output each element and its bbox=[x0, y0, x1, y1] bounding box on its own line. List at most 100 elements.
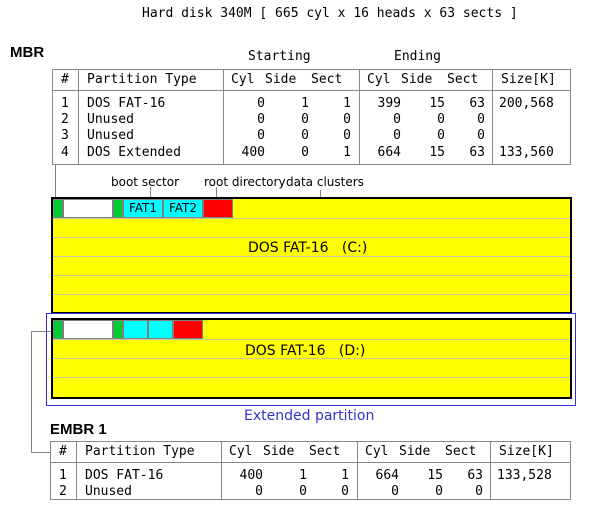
embr-row-2-cell: 0 bbox=[475, 484, 483, 500]
mbr-row-3-cell bbox=[499, 128, 567, 144]
boot-sector-block-d bbox=[113, 320, 123, 339]
embr-header-cell: Side bbox=[263, 444, 295, 459]
fat2-block-d bbox=[148, 320, 173, 339]
extended-partition-outline bbox=[46, 313, 576, 406]
embr-label: EMBR 1 bbox=[50, 421, 107, 438]
partition-d: DOS FAT-16 (D:) bbox=[51, 318, 572, 399]
embr-row-2-cell: 0 bbox=[299, 484, 307, 500]
mbr-block-c bbox=[53, 199, 63, 218]
fat1-block-d bbox=[123, 320, 148, 339]
embr-connector-bottom bbox=[31, 452, 50, 453]
mbr-row-2-cell: 0 bbox=[437, 112, 445, 128]
embr-header-cell: Size[K] bbox=[499, 444, 554, 459]
mbr-row-1-cell: 15 bbox=[429, 96, 445, 111]
mbr-row-1-cell: DOS FAT-16 bbox=[87, 96, 166, 111]
embr-table-header bbox=[51, 442, 570, 463]
mbr-row-4-cell: DOS Extended bbox=[87, 144, 181, 160]
embr-header-cell: Cyl bbox=[229, 444, 253, 459]
mbr-table-header bbox=[53, 70, 570, 91]
embr-header-cell: Side bbox=[399, 444, 431, 459]
mbr-row-2-cell: Unused bbox=[87, 112, 134, 128]
extended-partition-label: Extended partition bbox=[244, 408, 375, 424]
drive-d-label: DOS FAT-16 (D:) bbox=[245, 343, 366, 359]
mbr-row-1-cell: 1 bbox=[61, 96, 69, 111]
embr-block-d bbox=[53, 320, 63, 339]
embr-row-2-cell: 0 bbox=[341, 484, 349, 500]
embr-connector-top bbox=[31, 331, 51, 332]
mbr-header-cell: # bbox=[61, 72, 69, 87]
mbr-row-2-cell: 0 bbox=[301, 112, 309, 128]
mbr-header-cell: Cyl bbox=[367, 72, 391, 87]
mbr-to-c-connector bbox=[55, 165, 56, 199]
embr-row-2-cell: 2 bbox=[59, 484, 67, 500]
embr-header-cell: Partition Type bbox=[85, 444, 195, 459]
mbr-row-1-cell: 399 bbox=[377, 96, 401, 111]
mbr-row-3-cell: 0 bbox=[343, 128, 351, 144]
mbr-row-4-cell: 15 bbox=[429, 144, 445, 160]
embr-row-1-cell: 15 bbox=[427, 468, 443, 483]
partition-c: FAT1 FAT2 DOS FAT-16 (C:) bbox=[51, 197, 572, 314]
mbr-row-2-cell: 0 bbox=[343, 112, 351, 128]
mbr-row-4-cell: 63 bbox=[469, 144, 485, 160]
boot-sector-block-c bbox=[113, 199, 123, 218]
disk-title: Hard disk 340M [ 665 cyl x 16 heads x 63… bbox=[142, 6, 518, 21]
embr-header-cell: Sect bbox=[309, 444, 341, 459]
mbr-row-4-cell: 400 bbox=[241, 144, 265, 160]
embr-row-1-cell: 664 bbox=[375, 468, 399, 483]
mbr-row-3-cell: 3 bbox=[61, 128, 69, 144]
embr-row-1-cell: 133,528 bbox=[497, 468, 552, 483]
root-directory-pointer bbox=[216, 187, 217, 200]
mbr-header-cell: Sect bbox=[447, 72, 479, 87]
mbr-header-cell: Side bbox=[401, 72, 433, 87]
fat2-block-c: FAT2 bbox=[163, 199, 203, 218]
boot-sector-label: boot sector bbox=[111, 175, 180, 189]
embr-table: # Partition Type Cyl Side Sect Cyl Side Sect Siz… bbox=[50, 441, 571, 500]
reserved-block-d bbox=[63, 320, 113, 339]
ending-label: Ending bbox=[394, 49, 441, 64]
mbr-row-4-cell: 1 bbox=[343, 144, 351, 160]
mbr-header-cell: Sect bbox=[311, 72, 343, 87]
mbr-label: MBR bbox=[10, 44, 45, 61]
starting-label: Starting bbox=[248, 49, 311, 64]
embr-row-1-cell: 1 bbox=[341, 468, 349, 483]
root-directory-block-d bbox=[173, 320, 203, 339]
mbr-row-2-cell: 2 bbox=[61, 112, 69, 128]
mbr-row-3-cell: 0 bbox=[477, 128, 485, 144]
mbr-row-1-cell: 200,568 bbox=[499, 96, 554, 111]
embr-row-1-cell: DOS FAT-16 bbox=[85, 468, 164, 483]
mbr-row-4-cell: 4 bbox=[61, 144, 69, 160]
reserved-block-c bbox=[63, 199, 113, 218]
drive-c-label: DOS FAT-16 (C:) bbox=[248, 240, 368, 256]
embr-row-2-cell: 0 bbox=[435, 484, 443, 500]
embr-header-cell: Cyl bbox=[365, 444, 389, 459]
mbr-header-cell: Partition Type bbox=[87, 72, 197, 87]
mbr-row-2-cell: 0 bbox=[477, 112, 485, 128]
embr-connector-vertical bbox=[31, 331, 32, 453]
mbr-row-4-cell: 664 bbox=[377, 144, 401, 160]
root-directory-label: root directory bbox=[204, 175, 286, 189]
mbr-row-1-cell: 1 bbox=[301, 96, 309, 111]
mbr-row-2-cell: 0 bbox=[257, 112, 265, 128]
embr-row-1-cell: 1 bbox=[299, 468, 307, 483]
mbr-header-cell: Cyl bbox=[231, 72, 255, 87]
data-clusters-label: data clusters bbox=[286, 175, 364, 189]
embr-header-cell: # bbox=[59, 444, 67, 459]
mbr-row-3-cell: 0 bbox=[393, 128, 401, 144]
mbr-row-4-cell: 0 bbox=[301, 144, 309, 160]
mbr-row-3-cell: 0 bbox=[301, 128, 309, 144]
mbr-row-3-cell: 0 bbox=[437, 128, 445, 144]
mbr-row-1-cell: 1 bbox=[343, 96, 351, 111]
embr-row-2-cell: Unused bbox=[85, 484, 132, 500]
embr-header-cell: Sect bbox=[445, 444, 477, 459]
embr-row-2-cell bbox=[497, 484, 565, 500]
mbr-row-1-cell: 0 bbox=[257, 96, 265, 111]
embr-row-1-cell: 400 bbox=[239, 468, 263, 483]
boot-sector-pointer bbox=[150, 187, 151, 200]
mbr-row-2-cell: 0 bbox=[393, 112, 401, 128]
embr-row-2-cell: 0 bbox=[391, 484, 399, 500]
mbr-row-2-cell bbox=[499, 112, 567, 128]
mbr-row-4-cell: 133,560 bbox=[499, 144, 554, 160]
embr-row-2-cell: 0 bbox=[255, 484, 263, 500]
embr-row-1-cell: 63 bbox=[467, 468, 483, 483]
mbr-table: # Partition Type Cyl Side Sect Cyl Side Sect Siz… bbox=[52, 69, 571, 165]
